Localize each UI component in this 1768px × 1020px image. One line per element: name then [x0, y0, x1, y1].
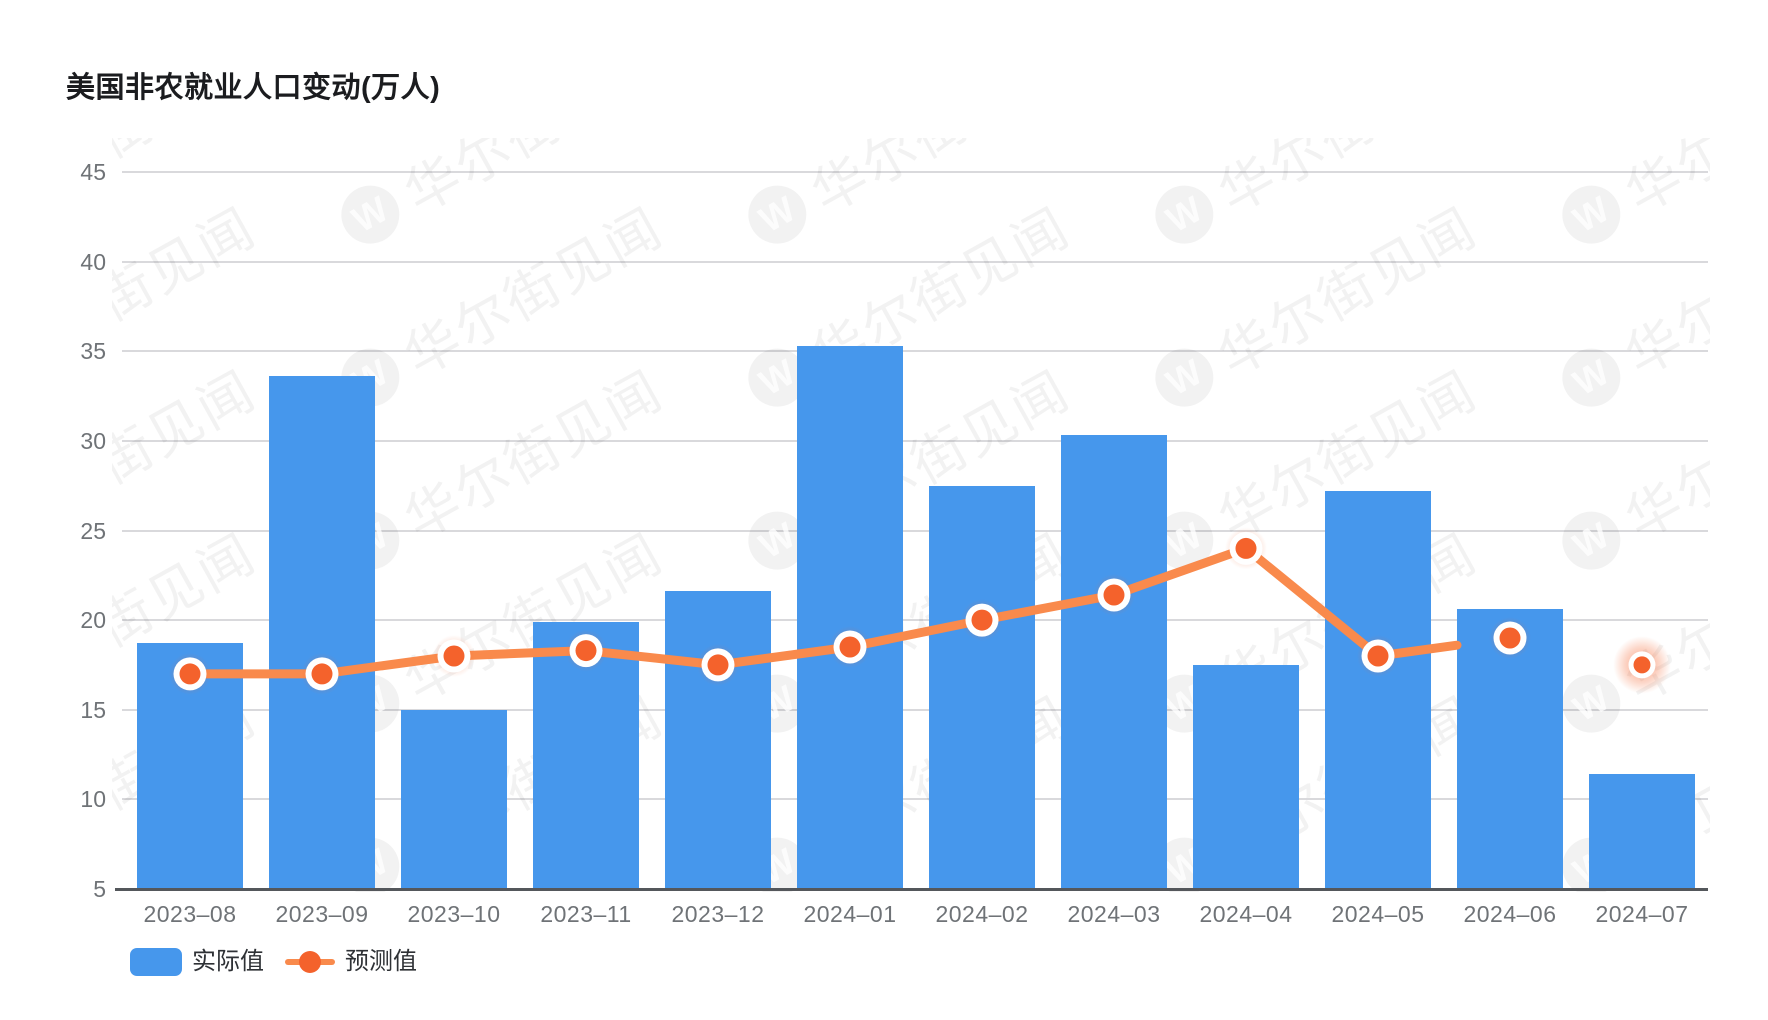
chart-title: 美国非农就业人口变动(万人) [66, 72, 441, 104]
watermark-text: 华尔街见闻 [1208, 197, 1488, 388]
x-axis-label-2023-08: 2023–08 [143, 901, 237, 927]
legend-item-forecast[interactable]: 预测值 [264, 948, 417, 976]
x-axis-label-2024-05: 2024–05 [1331, 901, 1425, 927]
legend-label-actual: 实际值 [192, 948, 264, 975]
watermark-logo-icon: W [330, 174, 410, 254]
gridline-15 [122, 708, 1708, 711]
watermark-text: 华尔街见闻 [1609, 138, 1710, 228]
x-axis-label-2024-06: 2024–06 [1463, 901, 1557, 927]
forecast-point-ring [1229, 531, 1263, 565]
x-axis-label-2024-03: 2024–03 [1067, 901, 1161, 927]
watermark-logo-icon: W [1551, 174, 1631, 254]
y-axis-label-15: 15 [80, 696, 106, 723]
forecast-point-2024-04[interactable] [1235, 537, 1257, 559]
watermark-logo-icon: W [1144, 174, 1224, 254]
x-axis-label-2024-07: 2024–07 [1595, 901, 1689, 927]
bar-2023-09[interactable] [269, 376, 375, 888]
y-axis-label-35: 35 [80, 338, 106, 365]
forecast-point-glow [1606, 628, 1678, 701]
forecast-series-swatch [285, 948, 335, 976]
watermark-text: 华尔街见闻 [112, 360, 267, 551]
bar-2024-06[interactable] [1457, 609, 1563, 888]
watermark-logo-icon: W [1551, 663, 1631, 743]
x-axis-label-2024-01: 2024–01 [803, 901, 897, 927]
bar-2024-01[interactable] [797, 345, 903, 888]
bar-2024-04[interactable] [1193, 664, 1299, 888]
forecast-point-ring [1628, 651, 1656, 679]
x-axis-label-2024-04: 2024–04 [1199, 901, 1293, 927]
legend-label-forecast: 预测值 [345, 948, 417, 975]
watermark-logo-icon: W [737, 174, 817, 254]
x-axis-line [115, 888, 1708, 891]
watermark-text: 华尔街见闻 [1202, 138, 1490, 228]
gridline-10 [122, 798, 1708, 801]
bar-2023-08[interactable] [137, 643, 243, 888]
watermark-text: 华尔街见闻 [1615, 523, 1710, 714]
gridline-25 [122, 529, 1708, 532]
forecast-point-2024-07[interactable] [1633, 656, 1651, 674]
gridline-30 [122, 439, 1708, 442]
x-axis-label-2023-09: 2023–09 [275, 901, 369, 927]
watermark-text: 华尔街见闻 [112, 197, 267, 388]
x-axis-label-2024-02: 2024–02 [935, 901, 1029, 927]
bar-2023-12[interactable] [665, 591, 771, 888]
bar-2024-05[interactable] [1325, 491, 1431, 888]
watermark-text: 华尔街见闻 [112, 138, 268, 228]
legend-item-actual[interactable]: 实际值 [130, 948, 264, 976]
forecast-point-glow [426, 628, 482, 684]
y-axis-label-45: 45 [80, 159, 106, 185]
y-axis-label-10: 10 [80, 786, 106, 813]
watermark-text: 华尔街见闻 [795, 138, 1083, 228]
x-axis-label-2023-12: 2023–12 [671, 901, 765, 927]
bar-2024-02[interactable] [929, 485, 1035, 888]
bar-2024-07[interactable] [1589, 774, 1695, 888]
y-axis-label-5: 5 [93, 876, 106, 902]
x-axis-label-2023-10: 2023–10 [407, 901, 501, 927]
watermark-logo-icon: W [1551, 500, 1631, 580]
y-axis-label-30: 30 [80, 427, 106, 454]
watermark-text: 华尔街见闻 [1615, 197, 1710, 388]
y-axis-label-20: 20 [80, 607, 106, 634]
gridline-35 [122, 350, 1708, 353]
bar-2024-03[interactable] [1061, 435, 1167, 888]
y-axis-label-40: 40 [80, 248, 106, 275]
watermark-text: 华尔街见闻 [394, 360, 674, 551]
forecast-point-2023-10[interactable] [443, 645, 465, 667]
actual-series-swatch [130, 948, 182, 976]
bar-2023-10[interactable] [401, 709, 507, 888]
forecast-dot-icon [299, 951, 321, 973]
watermark-text: 华尔街见闻 [394, 197, 674, 388]
watermark-text: 华尔街见闻 [1615, 360, 1710, 551]
legend: 实际值 预测值 [130, 948, 417, 976]
gridline-40 [122, 260, 1708, 263]
watermark-text: 华尔街见闻 [388, 138, 676, 228]
bar-2023-11[interactable] [533, 621, 639, 888]
x-axis-label-2023-11: 2023–11 [540, 901, 632, 927]
gridline-45 [122, 171, 1708, 173]
y-axis-label-25: 25 [80, 517, 106, 544]
forecast-point-ring [437, 639, 471, 673]
